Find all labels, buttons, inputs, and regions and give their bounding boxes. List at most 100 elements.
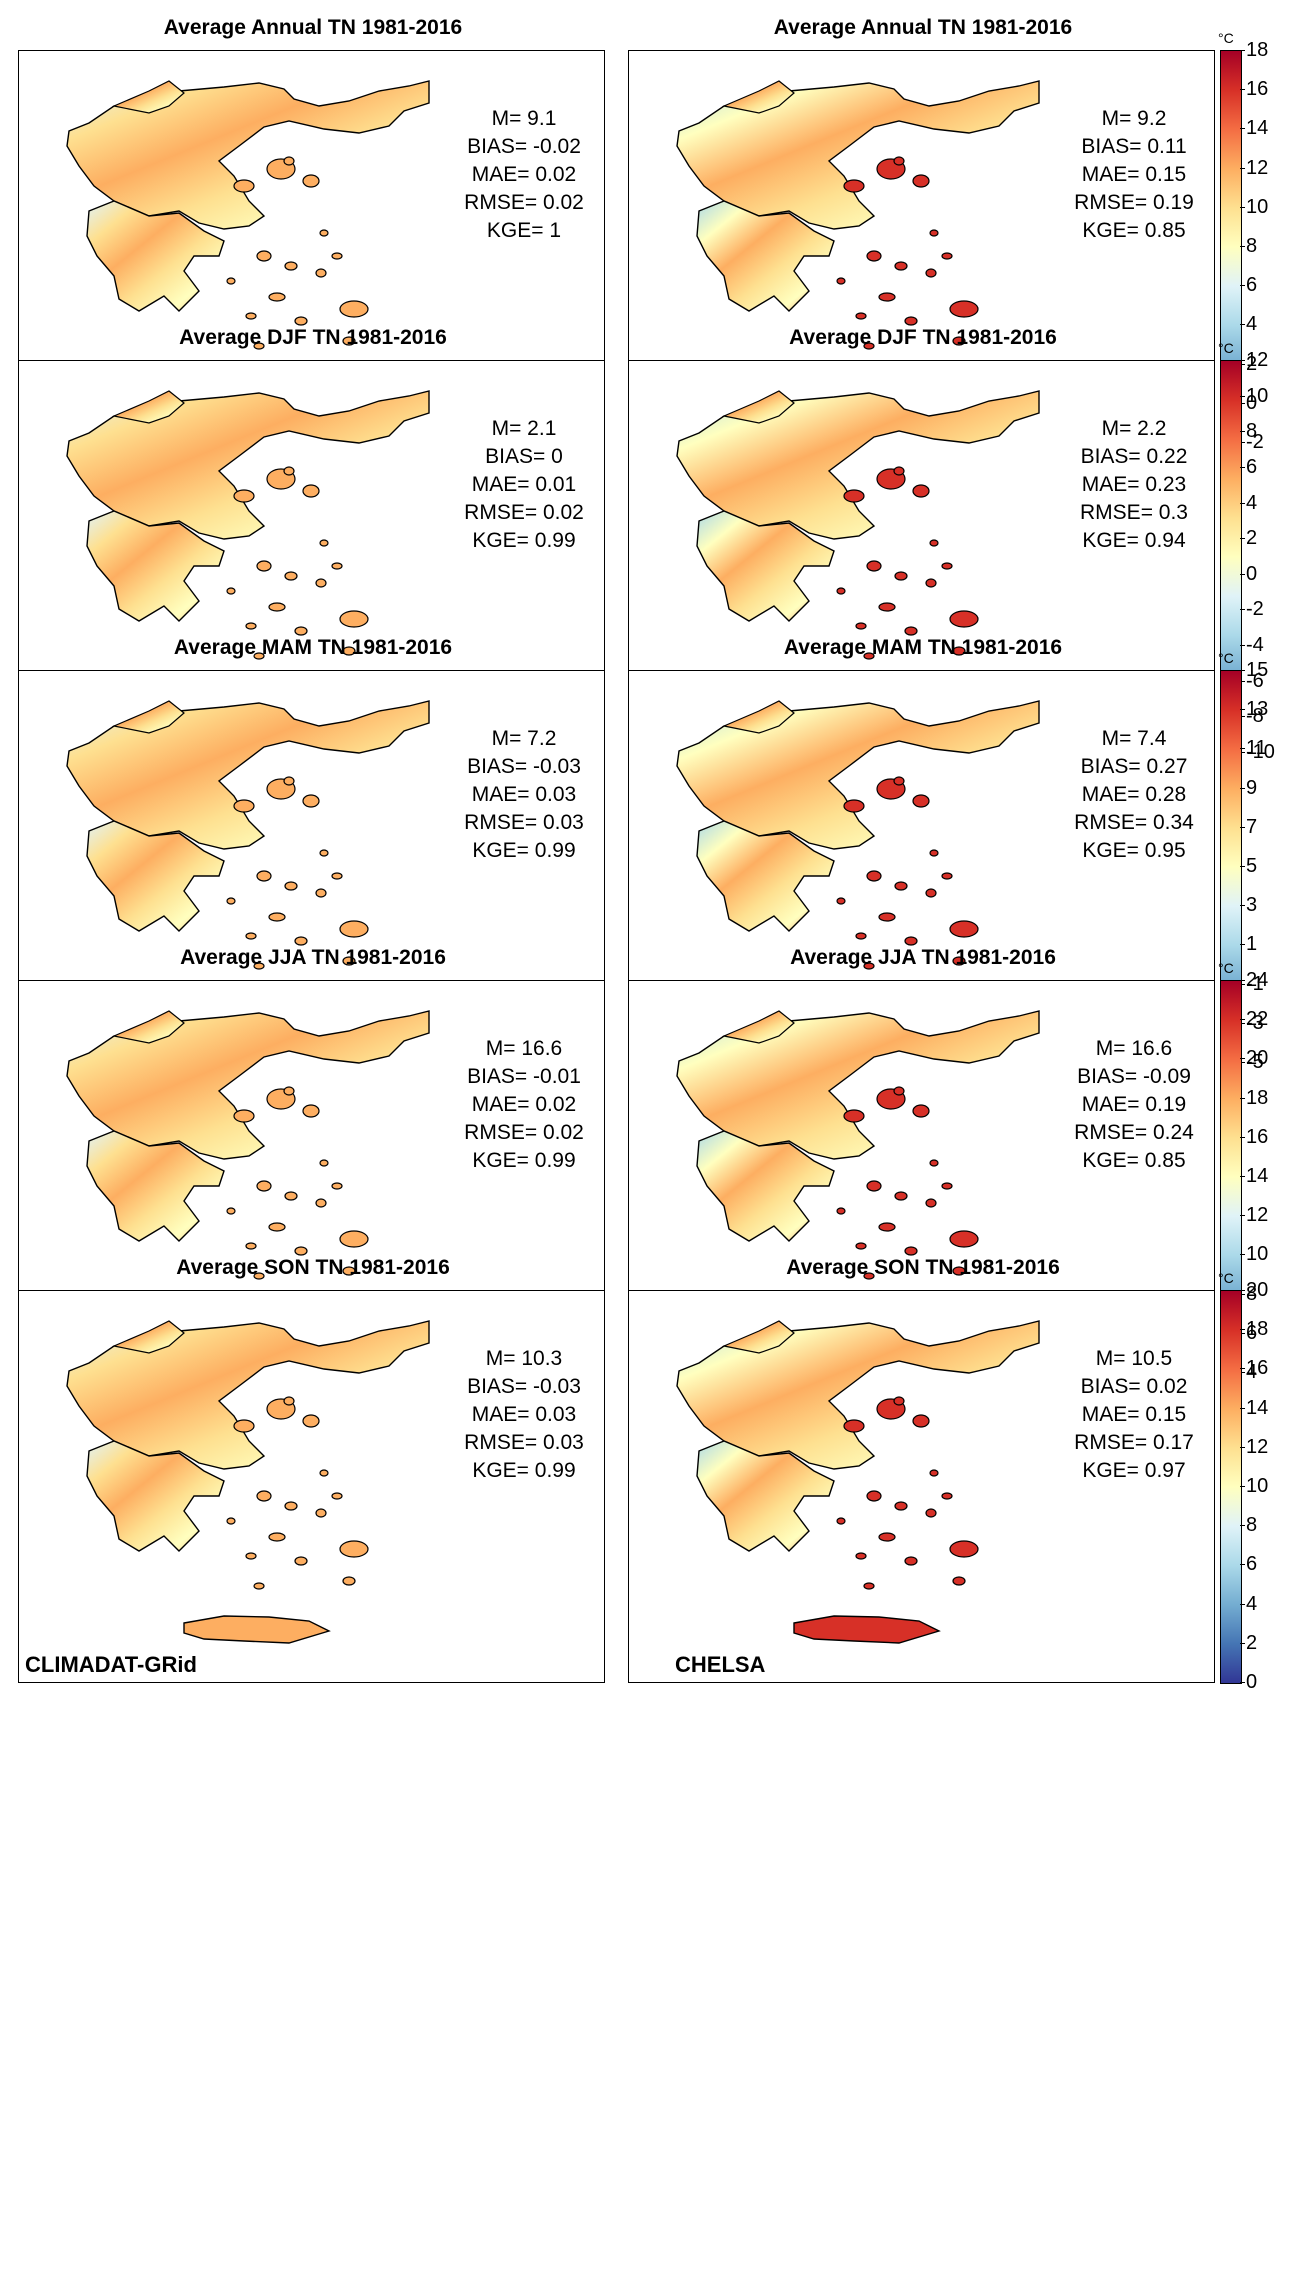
colorbar-tick-label: 18 (1239, 39, 1269, 61)
island (904, 316, 918, 326)
peloponnese-region (696, 510, 835, 622)
island (294, 626, 308, 636)
island (319, 229, 329, 237)
island (952, 336, 966, 346)
island (256, 1490, 272, 1502)
stat-mae: MAE= 0.28 (1081, 783, 1187, 806)
island (866, 250, 882, 262)
island (253, 1582, 265, 1590)
colorbar-tick-label: 16 (1239, 78, 1269, 101)
island (342, 336, 356, 346)
island (912, 794, 930, 808)
island (929, 229, 939, 237)
island (284, 261, 298, 271)
colorbar-tick-label: -2 (1240, 431, 1264, 453)
island (294, 1556, 308, 1566)
island (331, 1182, 343, 1190)
island (836, 1517, 846, 1525)
stat-rmse: RMSE= 0.02 (464, 1121, 584, 1144)
stats-box: M= 16.6 BIAS= -0.01 MAE= 0.02 RMSE= 0.02… (429, 1035, 604, 1175)
stat-kge: KGE= 0.99 (472, 839, 576, 862)
island (302, 1414, 320, 1428)
stat-bias: BIAS= 0.27 (1080, 755, 1188, 778)
island (855, 312, 867, 320)
colorbar-tick-label: 9 (1239, 776, 1258, 799)
island (283, 466, 295, 476)
island (319, 849, 329, 857)
island (912, 1104, 930, 1118)
island (315, 1508, 327, 1518)
colorbar-tick-label: 20 (1239, 1279, 1269, 1301)
island (233, 1419, 255, 1433)
map-title-right: Average DJF TN 1981-2016 (789, 326, 1057, 349)
island (863, 1582, 875, 1590)
island (941, 1492, 953, 1500)
island (843, 1109, 865, 1123)
stat-bias: BIAS= -0.02 (467, 135, 581, 158)
map-title-right: Average MAM TN 1981-2016 (783, 636, 1063, 659)
stat-mae: MAE= 0.02 (471, 1093, 577, 1116)
colorbar-tick-label: 10 (1239, 1475, 1269, 1497)
island (283, 1396, 295, 1406)
greece-map (66, 1010, 430, 1334)
island (342, 1576, 356, 1586)
colorbar-tick-label: -8 (1240, 705, 1264, 728)
island (843, 799, 865, 813)
stat-rmse: RMSE= 0.24 (1074, 1121, 1194, 1144)
colorbar-tick-label: -4 (1240, 634, 1264, 657)
map-panel-chelsa: M= 10.5 BIAS= 0.02 MAE= 0.15 RMSE= 0.17 … (628, 1290, 1215, 1683)
island (904, 1556, 918, 1566)
colorbar-tick-label: 4 (1239, 313, 1258, 336)
island (843, 489, 865, 503)
stat-kge: KGE= 0.99 (472, 1149, 576, 1172)
colorbar-tick-label: -5 (1240, 1051, 1264, 1073)
peloponnese-region (86, 510, 225, 622)
colorbar-tick-label: 6 (1239, 274, 1258, 297)
peloponnese-region (86, 1130, 225, 1242)
island (949, 1540, 979, 1558)
stat-bias: BIAS= -0.09 (1077, 1065, 1191, 1088)
island (949, 920, 979, 938)
island (233, 179, 255, 193)
colorbar-unit: °C (1218, 30, 1234, 46)
colorbar-tick-label: 8 (1239, 420, 1258, 443)
island (836, 1207, 846, 1215)
colorbar-tick-label: 10 (1239, 384, 1269, 407)
stat-rmse: RMSE= 0.3 (1080, 501, 1188, 524)
colorbar-tick-label: 0 (1239, 562, 1258, 585)
island (268, 292, 286, 302)
island (925, 578, 937, 588)
island (253, 652, 265, 660)
island (855, 1552, 867, 1560)
map-title-left: Average JJA TN 1981-2016 (180, 946, 446, 969)
stat-mean: M= 10.5 (1095, 1347, 1173, 1370)
island (878, 602, 896, 612)
island (268, 602, 286, 612)
stats-box: M= 2.1 BIAS= 0 MAE= 0.01 RMSE= 0.02 KGE=… (429, 415, 604, 555)
island (925, 268, 937, 278)
island (342, 1266, 356, 1276)
island (863, 342, 875, 350)
chalkidiki-region (721, 390, 795, 424)
stat-rmse: RMSE= 0.03 (464, 1431, 584, 1454)
colorbar-ticks: 18 16 14 12 10 8 6 4 2 0 -2 (1239, 40, 1296, 452)
stat-mae: MAE= 0.02 (471, 163, 577, 186)
island (836, 897, 846, 905)
greece-map (66, 1320, 430, 1644)
chalkidiki-region (721, 700, 795, 734)
colorbar-tick-label: 12 (1239, 1204, 1269, 1227)
map-panel-climadat: M= 10.3 BIAS= -0.03 MAE= 0.03 RMSE= 0.03… (18, 1290, 605, 1683)
island (245, 1242, 257, 1250)
colorbar-ticks: 15 13 11 9 7 5 3 1 -1 -3 -5 (1239, 660, 1296, 1072)
island (284, 881, 298, 891)
island (952, 1576, 966, 1586)
island (233, 1109, 255, 1123)
island (283, 156, 295, 166)
colorbar-tick-label: -6 (1240, 669, 1264, 692)
island (893, 1396, 905, 1406)
colorbar-tick-label: 18 (1239, 1318, 1269, 1341)
colorbar (1220, 1290, 1242, 1684)
colorbar-tick-label: -1 (1240, 972, 1264, 995)
colorbar-tick-label: 4 (1239, 1592, 1258, 1615)
stats-box: M= 7.4 BIAS= 0.27 MAE= 0.28 RMSE= 0.34 K… (1039, 725, 1214, 865)
